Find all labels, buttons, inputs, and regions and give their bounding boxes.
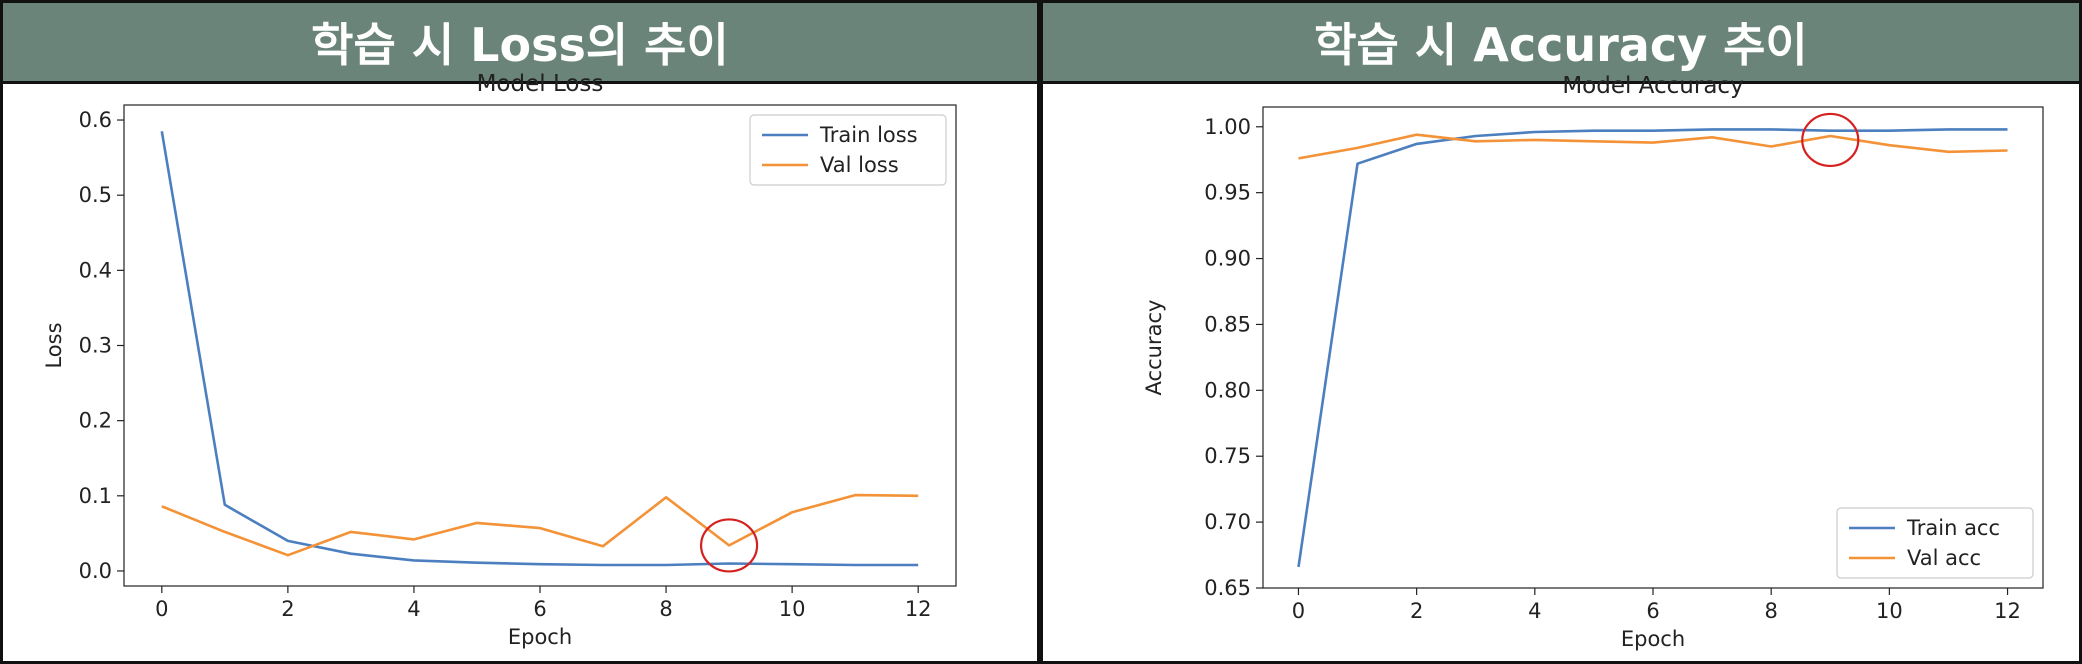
accuracy-x-tick-label: 12 <box>1994 599 2021 623</box>
loss-chart: Model Loss 0 2 4 6 8 10 12 0.0 0.1 0.2 0.3 0.4 0.5 0.6… <box>42 71 957 649</box>
loss-y-tick-label: 0.2 <box>79 409 112 433</box>
accuracy-x-tick-label: 4 <box>1528 599 1541 623</box>
accuracy-y-tick-label: 0.65 <box>1204 576 1251 600</box>
loss-legend: Train loss Val loss <box>749 114 947 186</box>
loss-y-tick-label: 0.0 <box>79 559 112 583</box>
accuracy-y-tick-label: 0.70 <box>1204 510 1251 534</box>
loss-series-line-val <box>161 493 919 557</box>
loss-y-axis-label: Loss <box>42 322 66 368</box>
loss-series-line-train <box>160 131 919 567</box>
accuracy-chart: Model Accuracy 0 2 4 6 8 10 12 0.65 0.70 0.75 0.80 0… <box>1142 73 2044 651</box>
loss-panel: 학습 시 Loss의 추이 Model Loss 0 2 4 6 8 10 12 0.0 0.1 0… <box>0 0 1040 664</box>
accuracy-y-tick-label: 0.90 <box>1204 247 1251 271</box>
accuracy-x-tick-label: 10 <box>1876 599 1903 623</box>
loss-legend-label-val: Val loss <box>820 153 899 177</box>
loss-x-tick-label: 8 <box>659 597 672 621</box>
accuracy-series-line-train <box>1297 128 2008 568</box>
loss-x-tick-label: 4 <box>407 597 420 621</box>
loss-x-tick-label: 0 <box>155 597 168 621</box>
loss-y-tick-label: 0.5 <box>79 183 112 207</box>
loss-legend-box <box>749 114 947 186</box>
accuracy-x-tick-label: 0 <box>1292 599 1305 623</box>
loss-y-tick-label: 0.1 <box>79 484 112 508</box>
accuracy-panel-header: 학습 시 Accuracy 추이 <box>1043 3 2079 84</box>
loss-x-axis-label: Epoch <box>508 625 572 649</box>
accuracy-y-axis-label: Accuracy <box>1142 300 1166 396</box>
accuracy-legend: Train acc Val acc <box>1836 507 2034 579</box>
loss-x-tick-label: 12 <box>905 597 932 621</box>
accuracy-chart-title: Model Accuracy <box>1562 73 1743 99</box>
accuracy-x-tick-label: 2 <box>1410 599 1423 623</box>
loss-y-tick-label: 0.4 <box>79 258 112 282</box>
loss-x-tick-label: 2 <box>281 597 294 621</box>
accuracy-x-tick-label: 8 <box>1764 599 1777 623</box>
loss-legend-label-train: Train loss <box>819 123 918 147</box>
loss-x-tick-label: 6 <box>533 597 546 621</box>
loss-chart-title: Model Loss <box>477 71 604 97</box>
loss-highlight-circle <box>699 518 759 573</box>
accuracy-y-tick-label: 0.95 <box>1204 181 1251 205</box>
accuracy-series-line-val <box>1298 133 2008 160</box>
accuracy-highlight-circle <box>1801 112 1860 168</box>
loss-y-tick-label: 0.3 <box>79 334 112 358</box>
accuracy-legend-label-val: Val acc <box>1907 546 1981 570</box>
accuracy-legend-box <box>1836 507 2034 579</box>
accuracy-y-tick-label: 1.00 <box>1204 115 1251 139</box>
loss-y-tick-label: 0.6 <box>79 108 112 132</box>
loss-x-tick-label: 10 <box>779 597 806 621</box>
accuracy-x-tick-label: 6 <box>1646 599 1659 623</box>
accuracy-y-tick-label: 0.75 <box>1204 444 1251 468</box>
accuracy-x-axis-label: Epoch <box>1621 627 1685 651</box>
accuracy-legend-label-train: Train acc <box>1906 516 2000 540</box>
accuracy-y-tick-label: 0.80 <box>1204 378 1251 402</box>
accuracy-panel: 학습 시 Accuracy 추이 Model Accuracy 0 2 4 6 8 10 12… <box>1040 0 2082 664</box>
loss-panel-header: 학습 시 Loss의 추이 <box>3 3 1037 84</box>
accuracy-y-tick-label: 0.85 <box>1204 312 1251 336</box>
